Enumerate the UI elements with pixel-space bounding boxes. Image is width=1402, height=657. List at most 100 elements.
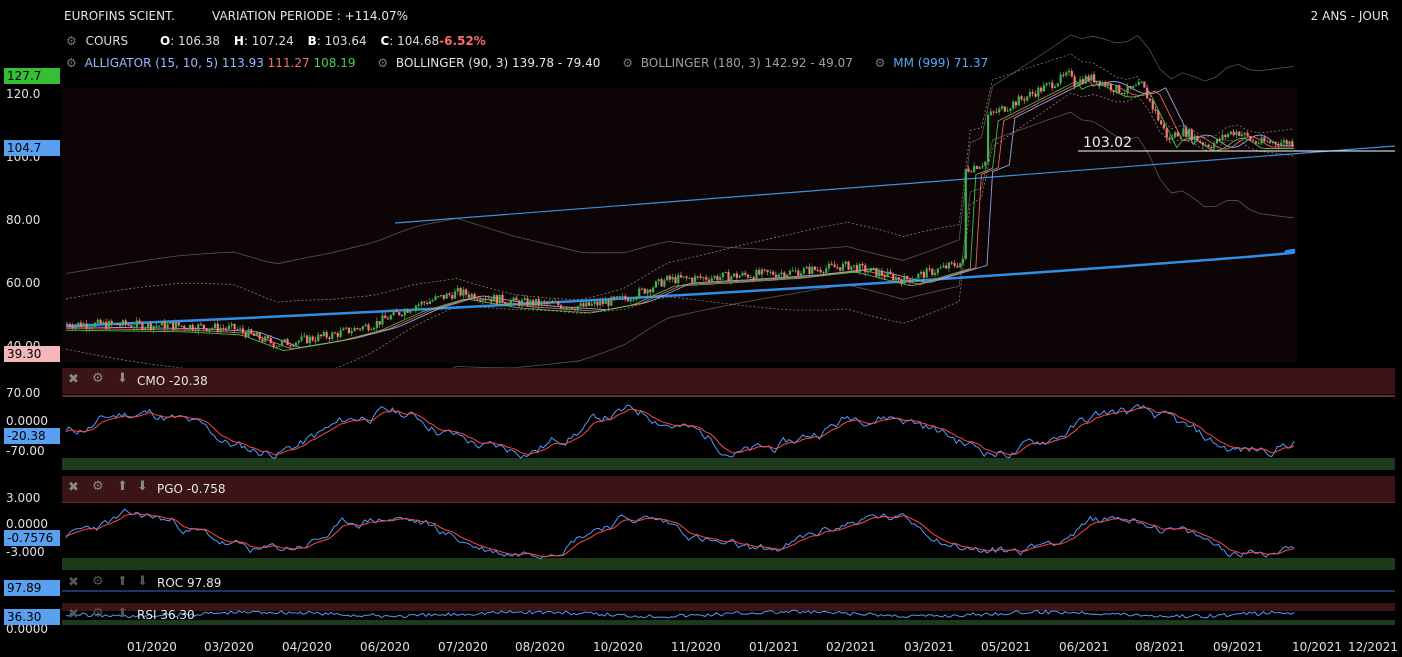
candle-body [113,323,116,325]
candle-body [900,279,903,284]
close-icon[interactable]: ✖ [68,575,79,590]
candle-body [903,276,906,284]
candle-body [557,302,560,306]
candle-body [593,301,596,304]
candle-body [763,269,766,271]
candle-body [264,336,267,342]
candle-body [724,272,727,274]
candle-body [66,323,69,325]
candle-body [635,297,638,300]
gear-icon[interactable]: ⚙ [92,479,104,494]
close-icon[interactable]: ✖ [68,372,79,387]
candle-body [682,276,685,278]
candle-body [942,265,945,268]
candle-body [236,329,239,331]
candle-body [1196,135,1199,142]
bollinger-180-label[interactable]: BOLLINGER (180, 3) [640,56,761,70]
price-tick: 80.00 [6,213,41,227]
gear-icon[interactable]: ⚙ [874,56,886,70]
candle-body [654,281,658,288]
alligator-lips-value: 108.19 [313,56,356,70]
candle-body [738,275,741,278]
candle-body [286,339,289,346]
candle-body [470,293,473,298]
candle-body [202,324,205,329]
candle-body [1235,131,1238,136]
arrow-up-icon[interactable]: ⬆ [117,574,128,589]
bollinger-90-upper [65,53,1295,303]
candle-body [1154,109,1157,111]
alligator-label[interactable]: ALLIGATOR (15, 10, 5) [84,56,219,70]
gear-icon[interactable]: ⚙ [92,371,104,386]
cmo-oversold-zone [62,458,1395,470]
candle-body [735,273,739,278]
bollinger-90-values: 139.78 - 79.40 [512,56,601,70]
candle-body [984,161,987,166]
candle-body [819,269,822,273]
candle-body [1140,81,1143,83]
candle-body [250,329,253,334]
arrow-up-icon[interactable]: ⬆ [117,479,128,494]
candle-body [347,327,351,333]
candle-body [822,272,825,274]
candle-body [498,294,501,304]
candle-body [1012,101,1015,109]
candle-body [1215,138,1219,144]
candle-body [479,299,482,301]
gear-icon[interactable]: ⚙ [92,574,104,589]
candle-body [1048,82,1051,84]
candle-body [308,336,311,344]
candle-body [652,287,655,293]
mm-label[interactable]: MM (999) [893,56,951,70]
candle-body [660,279,663,287]
candle-body [1176,132,1179,137]
candle-body [473,293,476,300]
candle-body [774,274,778,277]
candle-body [950,262,953,264]
candle-body [615,296,618,299]
timeframe-selector[interactable]: 2 ANS - JOUR [1310,9,1389,23]
candle-body [116,323,119,326]
candle-body [663,280,666,287]
level-line-label: 103.02 [1083,135,1132,151]
candle-body [339,330,342,337]
candle-body [987,115,990,162]
arrow-down-icon[interactable]: ⬇ [137,574,148,589]
gear-icon[interactable]: ⚙ [377,56,389,70]
candle-body [632,299,635,301]
gear-icon[interactable]: ⚙ [66,56,77,70]
candle-body [476,299,479,301]
arrow-down-icon[interactable]: ⬇ [137,479,148,494]
candle-body [880,270,884,276]
cmo-panel-bar [62,368,1395,394]
mm-value: 71.37 [953,56,989,70]
gear-icon[interactable]: ⚙ [66,34,77,48]
candle-body [811,266,814,274]
gear-icon[interactable]: ⚙ [92,606,104,621]
candle-body [607,300,610,306]
candle-body [534,299,538,306]
candle-body [1000,106,1004,109]
close-icon[interactable]: ✖ [68,480,79,495]
bollinger-90-label[interactable]: BOLLINGER (90, 3) [395,56,509,70]
candle-body [914,278,917,280]
candle-body [850,266,853,270]
candle-body [752,277,755,280]
candle-body [839,267,842,271]
candle-body [1028,92,1032,97]
candle-body [947,262,951,269]
quote-close: : 104.68 [389,34,440,48]
candle-body [227,325,231,329]
candle-body [194,330,197,332]
cmo-value-tag: -20.38 [4,428,60,444]
candle-body [878,270,881,277]
candle-body [978,167,981,169]
candle-body [816,269,819,271]
close-icon[interactable]: ✖ [68,607,79,622]
arrow-down-icon[interactable]: ⬇ [117,371,128,386]
gear-icon[interactable]: ⚙ [622,56,633,70]
candle-body [596,301,599,306]
arrow-up-icon[interactable]: ⬆ [117,606,128,621]
candle-body [892,274,895,281]
